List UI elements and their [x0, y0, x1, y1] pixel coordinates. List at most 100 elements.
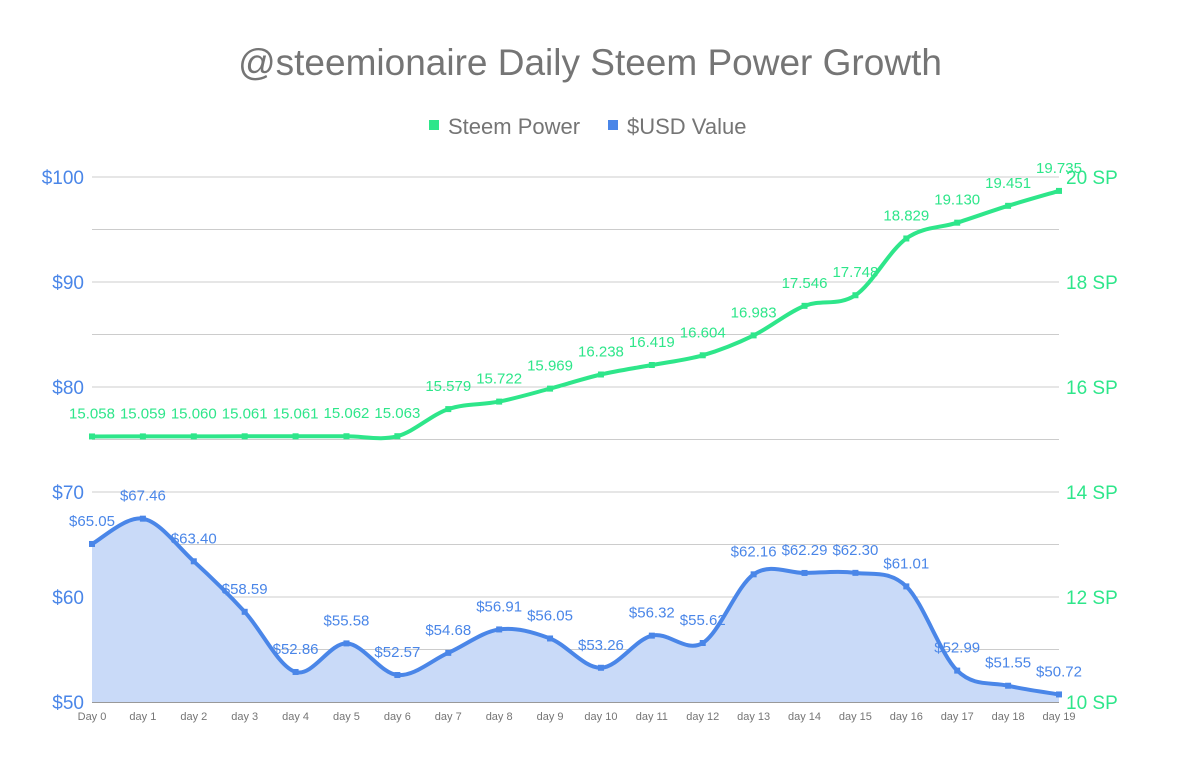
legend-swatch-usd-value	[608, 120, 618, 130]
x-tick-label: day 1	[129, 711, 156, 723]
sp-line	[91, 188, 1060, 441]
sp-data-label: 15.969	[527, 358, 573, 375]
usd-data-label: $51.55	[985, 655, 1031, 672]
sp-point	[903, 235, 910, 242]
legend-label-steem-power: Steem Power	[448, 114, 580, 139]
x-tick-label: day 15	[839, 711, 872, 723]
usd-point	[954, 667, 961, 674]
sp-data-label: 15.060	[171, 405, 217, 422]
sp-point	[547, 385, 554, 392]
usd-point	[597, 664, 604, 671]
usd-data-label: $52.57	[374, 644, 420, 661]
x-tick-label: day 8	[486, 711, 513, 723]
sp-point	[597, 371, 604, 378]
sp-point	[190, 433, 197, 440]
x-tick-label: day 17	[941, 711, 974, 723]
usd-point	[547, 635, 554, 642]
usd-data-label: $56.91	[476, 598, 522, 615]
usd-data-label: $55.58	[324, 612, 370, 629]
sp-point	[852, 292, 859, 299]
usd-point	[190, 558, 197, 565]
x-tick-label: day 16	[890, 711, 923, 723]
usd-data-label: $56.32	[629, 605, 675, 622]
x-tick-label: day 9	[537, 711, 564, 723]
sp-data-label: 15.062	[324, 405, 370, 422]
y-right-tick-label: 14 SP	[1066, 483, 1118, 504]
usd-data-label: $62.29	[782, 542, 828, 559]
legend-label-usd-value: $USD Value	[627, 114, 746, 139]
y-right-tick-label: 12 SP	[1066, 588, 1118, 609]
x-tick-label: day 4	[282, 711, 309, 723]
x-tick-label: day 19	[1042, 711, 1075, 723]
usd-data-label: $55.62	[680, 612, 726, 629]
usd-data-label: $65.05	[69, 513, 115, 530]
usd-point	[241, 608, 248, 615]
x-tick-label: Day 0	[78, 711, 107, 723]
sp-data-label: 18.829	[883, 207, 929, 224]
sp-data-label: 15.063	[374, 405, 420, 422]
y-right-tick-label: 10 SP	[1066, 693, 1118, 714]
sp-data-label: 15.058	[69, 405, 115, 422]
x-tick-label: day 2	[180, 711, 207, 723]
usd-point	[648, 632, 655, 639]
y-left-tick-label: $80	[52, 378, 84, 399]
sp-data-label: 16.238	[578, 344, 624, 361]
x-tick-label: day 10	[584, 711, 617, 723]
x-tick-label: day 6	[384, 711, 411, 723]
usd-data-label: $63.40	[171, 530, 217, 547]
sp-data-label: 16.604	[680, 324, 726, 341]
sp-point	[1056, 187, 1062, 194]
y-right-tick-label: 18 SP	[1066, 273, 1118, 294]
usd-data-label: $62.16	[731, 543, 777, 560]
x-tick-label: day 3	[231, 711, 258, 723]
usd-data-label: $67.46	[120, 488, 166, 505]
x-tick-label: day 7	[435, 711, 462, 723]
usd-point	[1005, 682, 1012, 689]
y-left-tick-label: $100	[42, 168, 84, 189]
usd-data-label: $52.99	[934, 640, 980, 657]
usd-point	[852, 569, 859, 576]
usd-point	[292, 668, 299, 675]
usd-point	[139, 515, 146, 522]
sp-data-label: 16.983	[731, 304, 777, 321]
sp-point	[89, 433, 95, 440]
usd-point	[496, 626, 503, 633]
sp-point	[750, 332, 757, 339]
sp-point	[343, 433, 350, 440]
sp-point	[496, 398, 503, 405]
usd-point	[394, 672, 401, 679]
usd-area	[92, 518, 1059, 702]
x-tick-label: day 13	[737, 711, 770, 723]
usd-data-label: $62.30	[832, 542, 878, 559]
sp-point	[954, 219, 961, 226]
x-tick-label: day 14	[788, 711, 821, 723]
usd-point	[699, 639, 706, 646]
x-tick-label: day 5	[333, 711, 360, 723]
usd-data-label: $56.05	[527, 607, 573, 624]
sp-point	[241, 433, 248, 440]
sp-data-label: 15.061	[273, 405, 319, 422]
usd-data-label: $53.26	[578, 637, 624, 654]
x-tick-label: day 11	[636, 711, 668, 723]
y-right-tick-label: 16 SP	[1066, 378, 1118, 399]
usd-point	[903, 583, 910, 590]
sp-data-label: 16.419	[629, 334, 675, 351]
chart-title: @steemionaire Daily Steem Power Growth	[238, 42, 942, 83]
y-left-tick-label: $70	[52, 483, 84, 504]
sp-point	[1005, 202, 1012, 209]
sp-point	[445, 406, 452, 413]
usd-data-label: $61.01	[883, 555, 929, 572]
usd-point	[343, 640, 350, 647]
sp-point	[699, 352, 706, 359]
sp-point	[801, 302, 808, 309]
sp-data-label: 15.061	[222, 405, 268, 422]
x-tick-label: day 12	[686, 711, 719, 723]
usd-point	[750, 571, 757, 578]
sp-data-label: 15.722	[476, 371, 522, 388]
sp-data-label: 19.451	[985, 175, 1031, 192]
usd-point	[89, 540, 95, 547]
sp-data-label: 15.059	[120, 405, 166, 422]
x-tick-label: day 18	[992, 711, 1025, 723]
y-left-tick-label: $90	[52, 273, 84, 294]
sp-point	[292, 433, 299, 440]
